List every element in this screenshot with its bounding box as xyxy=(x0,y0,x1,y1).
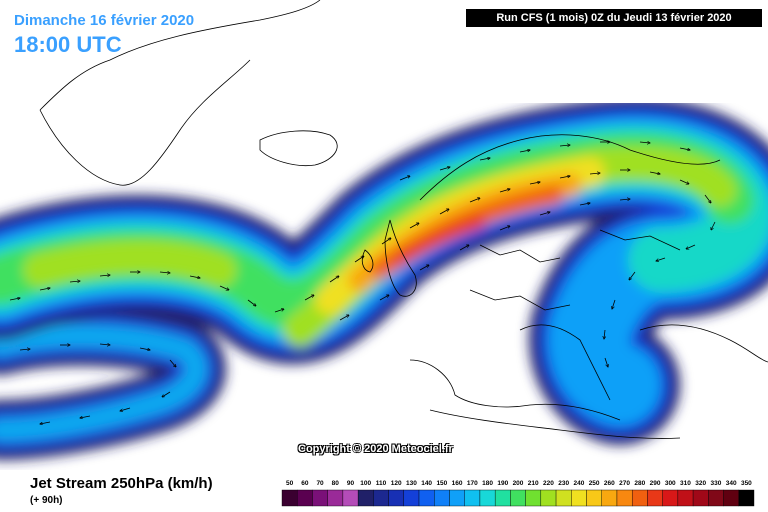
legend-value-180: 180 xyxy=(482,480,493,487)
legend-value-340: 340 xyxy=(726,480,737,487)
legend-value-280: 280 xyxy=(634,480,645,487)
legend-swatch-310 xyxy=(677,489,694,507)
legend-swatch-50 xyxy=(281,489,298,507)
legend-swatch-340 xyxy=(723,489,739,507)
legend-swatch-260 xyxy=(601,489,618,507)
legend-value-220: 220 xyxy=(543,480,554,487)
legend-swatch-250 xyxy=(586,489,602,507)
legend-value-70: 70 xyxy=(316,480,324,487)
legend-swatch-320 xyxy=(692,489,709,507)
jetstream-map xyxy=(0,0,768,460)
legend-value-120: 120 xyxy=(391,480,402,487)
legend-value-130: 130 xyxy=(406,480,417,487)
legend-swatch-160 xyxy=(449,489,465,507)
legend-value-310: 310 xyxy=(680,480,691,487)
legend-value-80: 80 xyxy=(332,480,340,487)
wind-arrows xyxy=(9,142,716,424)
legend-swatch-150 xyxy=(434,489,450,507)
legend-swatch-180 xyxy=(479,489,496,507)
legend-value-110: 110 xyxy=(376,480,387,487)
legend-swatch-240 xyxy=(571,489,587,507)
legend-value-50: 50 xyxy=(286,480,294,487)
legend-swatch-280 xyxy=(631,489,648,507)
legend-swatch-170 xyxy=(464,489,481,507)
legend-swatch-60 xyxy=(297,489,313,507)
lead-time: (+ 90h) xyxy=(30,495,63,506)
legend-swatch-140 xyxy=(418,489,435,507)
legend-swatch-330 xyxy=(708,489,724,507)
legend-swatch-350 xyxy=(738,489,755,507)
legend-value-350: 350 xyxy=(741,480,752,487)
legend-swatch-110 xyxy=(373,489,389,507)
legend-swatch-210 xyxy=(525,489,542,507)
legend-swatch-70 xyxy=(312,489,328,507)
speed-legend: 50 60 70 80 90 100 110 120 130 140 150 160 170 180 190… xyxy=(281,480,755,507)
legend-swatch-270 xyxy=(616,489,633,507)
legend-value-170: 170 xyxy=(467,480,478,487)
legend-swatch-80 xyxy=(327,489,344,507)
legend-value-250: 250 xyxy=(589,480,600,487)
legend-value-300: 300 xyxy=(665,480,676,487)
legend-value-230: 230 xyxy=(558,480,569,487)
forecast-date: Dimanche 16 février 2020 xyxy=(14,12,195,29)
field-title: Jet Stream 250hPa (km/h) xyxy=(30,475,213,492)
legend-swatch-130 xyxy=(403,489,420,507)
legend-swatch-90 xyxy=(342,489,359,507)
legend-value-260: 260 xyxy=(604,480,615,487)
coastlines xyxy=(39,0,768,439)
legend-value-150: 150 xyxy=(436,480,447,487)
legend-value-140: 140 xyxy=(421,480,432,487)
legend-swatch-190 xyxy=(494,489,511,507)
model-run-label: Run CFS (1 mois) 0Z du Jeudi 13 février … xyxy=(466,9,762,27)
legend-value-210: 210 xyxy=(528,480,539,487)
legend-value-160: 160 xyxy=(452,480,463,487)
forecast-time: 18:00 UTC xyxy=(14,32,122,57)
legend-swatch-290 xyxy=(647,489,663,507)
legend-swatch-230 xyxy=(555,489,572,507)
legend-value-90: 90 xyxy=(347,480,355,487)
legend-value-290: 290 xyxy=(650,480,661,487)
legend-value-320: 320 xyxy=(695,480,706,487)
legend-value-240: 240 xyxy=(573,480,584,487)
legend-value-60: 60 xyxy=(301,480,309,487)
legend-value-200: 200 xyxy=(513,480,524,487)
legend-swatch-200 xyxy=(510,489,526,507)
legend-swatch-300 xyxy=(662,489,679,507)
legend-value-190: 190 xyxy=(497,480,508,487)
copyright-notice: Copyright © 2020 Meteociel.fr xyxy=(298,443,453,455)
legend-swatch-120 xyxy=(388,489,405,507)
legend-swatch-100 xyxy=(357,489,374,507)
legend-swatch-220 xyxy=(540,489,557,507)
legend-value-270: 270 xyxy=(619,480,630,487)
jet-band xyxy=(0,97,768,460)
legend-value-330: 330 xyxy=(711,480,722,487)
legend-value-100: 100 xyxy=(360,480,371,487)
